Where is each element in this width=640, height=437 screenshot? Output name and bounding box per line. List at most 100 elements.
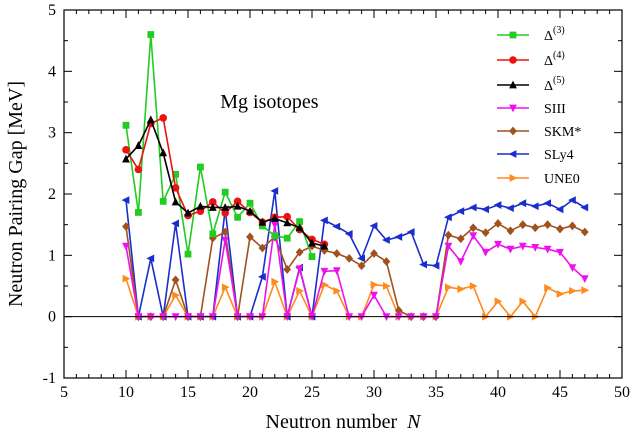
data-point bbox=[270, 221, 279, 230]
data-point bbox=[406, 228, 415, 236]
legend-label: SKM* bbox=[544, 125, 581, 140]
legend-label-sup: (3) bbox=[553, 25, 565, 36]
data-point bbox=[196, 313, 205, 322]
data-point bbox=[345, 313, 354, 322]
legend-label: Δ(3) bbox=[544, 25, 565, 44]
data-point bbox=[332, 249, 341, 258]
data-point bbox=[221, 203, 230, 211]
x-axis-label: Neutron number N bbox=[266, 411, 423, 433]
data-point bbox=[221, 283, 230, 292]
legend-label: SLy4 bbox=[544, 148, 574, 163]
data-point bbox=[531, 243, 540, 252]
data-point bbox=[135, 209, 142, 216]
y-tick-label: 1 bbox=[48, 247, 56, 264]
data-point bbox=[159, 148, 168, 157]
data-point bbox=[271, 232, 279, 240]
legend-label: Δ(4) bbox=[544, 50, 565, 69]
data-point bbox=[209, 230, 217, 238]
data-point bbox=[357, 254, 365, 263]
x-tick-label: 45 bbox=[552, 384, 568, 401]
y-tick-label: 5 bbox=[48, 2, 56, 19]
data-point bbox=[506, 245, 515, 254]
data-point bbox=[333, 287, 342, 295]
data-point bbox=[221, 188, 229, 196]
data-point bbox=[519, 297, 528, 306]
data-point bbox=[481, 248, 490, 257]
data-point bbox=[122, 222, 130, 231]
data-point bbox=[208, 203, 217, 211]
data-point bbox=[233, 201, 242, 210]
data-point bbox=[283, 218, 292, 227]
data-point bbox=[556, 248, 564, 257]
legend-label-sup: (4) bbox=[553, 50, 565, 61]
legend-marker bbox=[509, 174, 518, 182]
data-point bbox=[134, 141, 143, 149]
data-point bbox=[296, 287, 304, 295]
x-tick-label: 30 bbox=[366, 384, 382, 401]
legend-label: Δ(5) bbox=[544, 75, 565, 94]
data-point bbox=[258, 217, 267, 226]
data-point bbox=[121, 196, 130, 205]
data-point bbox=[530, 202, 539, 211]
data-point bbox=[481, 228, 490, 238]
legend-marker bbox=[509, 31, 517, 39]
data-point bbox=[569, 287, 577, 295]
legend-label-base: Δ bbox=[544, 79, 553, 94]
data-point bbox=[556, 290, 565, 298]
legend-label-base: Δ bbox=[544, 29, 553, 44]
data-point bbox=[456, 234, 465, 244]
data-point bbox=[295, 265, 304, 274]
series-line bbox=[125, 278, 585, 319]
data-point bbox=[246, 232, 254, 242]
data-point bbox=[369, 221, 378, 230]
data-point bbox=[197, 163, 204, 171]
x-tick-label: 5 bbox=[60, 384, 68, 401]
data-point bbox=[481, 205, 489, 214]
data-point bbox=[531, 223, 540, 233]
data-point bbox=[469, 232, 478, 241]
data-point bbox=[270, 187, 279, 195]
series-line bbox=[125, 224, 586, 320]
data-point bbox=[146, 115, 155, 124]
data-point bbox=[506, 226, 515, 236]
data-point bbox=[308, 238, 316, 247]
series-layer bbox=[121, 31, 590, 322]
data-point bbox=[382, 313, 391, 322]
data-point bbox=[233, 313, 242, 322]
data-point bbox=[221, 236, 230, 245]
x-tick-label: 25 bbox=[304, 384, 320, 401]
legend-label-base: SKM* bbox=[544, 125, 581, 140]
data-point bbox=[171, 197, 180, 206]
data-point bbox=[221, 227, 230, 237]
data-point bbox=[543, 245, 552, 254]
data-point bbox=[320, 267, 329, 276]
data-point bbox=[246, 199, 254, 207]
data-point bbox=[445, 283, 453, 292]
data-point bbox=[184, 250, 192, 258]
data-point bbox=[444, 242, 453, 251]
data-point bbox=[394, 233, 403, 241]
data-point bbox=[580, 203, 589, 212]
data-point bbox=[147, 31, 155, 38]
y-axis-label: Neutron Pairing Gap [MeV] bbox=[5, 81, 27, 307]
legend-label-base: Δ bbox=[544, 54, 553, 69]
data-point bbox=[332, 267, 341, 276]
legend-entry-2: Δ(5) bbox=[497, 75, 565, 94]
legend-marker bbox=[509, 56, 517, 64]
legend-label-base: SLy4 bbox=[544, 148, 574, 163]
x-axis-label-text: Neutron number bbox=[266, 411, 398, 433]
series-line bbox=[125, 34, 313, 257]
series-6 bbox=[122, 274, 590, 321]
legend-entry-6: UNE0 bbox=[497, 172, 580, 187]
data-point bbox=[456, 258, 465, 266]
data-point bbox=[357, 313, 366, 322]
annotation-mg-isotopes: Mg isotopes bbox=[220, 91, 319, 113]
data-point bbox=[543, 199, 551, 208]
data-point bbox=[544, 283, 552, 292]
series-line bbox=[125, 222, 586, 318]
data-point bbox=[394, 306, 403, 315]
data-point bbox=[568, 264, 577, 272]
